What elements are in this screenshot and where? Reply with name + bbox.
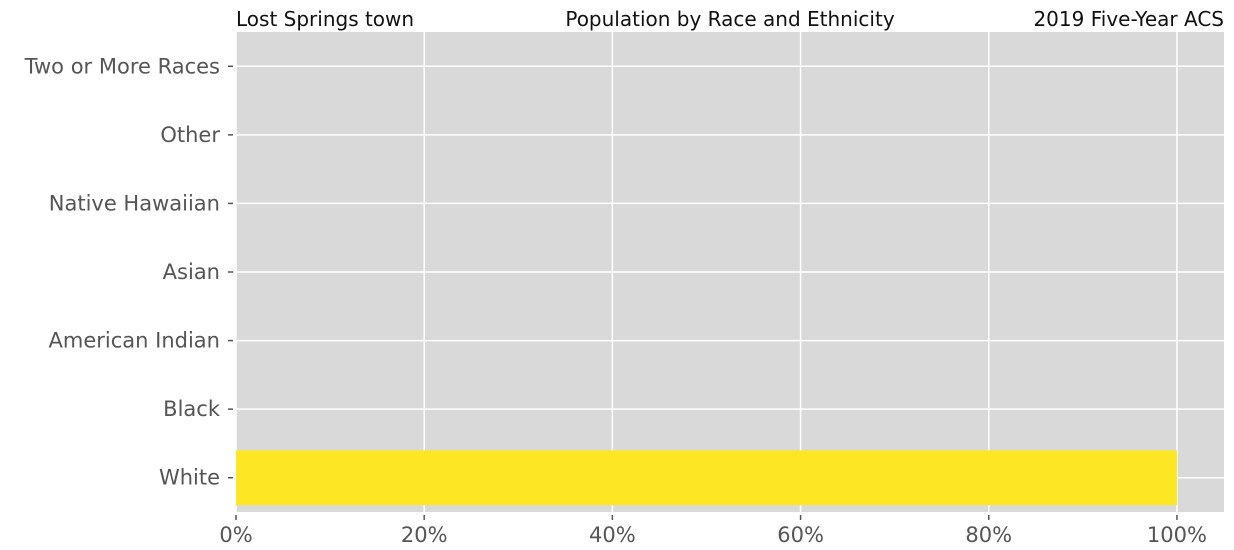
x-axis: 0% 20% 40% 60% 80% 100% xyxy=(219,515,1207,547)
y-tick-label: Native Hawaiian xyxy=(49,191,220,215)
y-tick-label: Black xyxy=(163,397,221,421)
y-tick-label: Other xyxy=(160,123,220,147)
y-tick-label: White xyxy=(159,466,220,490)
bars xyxy=(236,450,1177,506)
x-tick-label: 60% xyxy=(777,523,824,547)
y-tick-label: American Indian xyxy=(49,329,220,353)
x-tick-label: 100% xyxy=(1147,523,1207,547)
chart-title: Population by Race and Ethnicity xyxy=(565,7,895,31)
x-tick-label: 80% xyxy=(965,523,1012,547)
y-tick-label: Two or More Races xyxy=(24,54,220,78)
x-tick-label: 40% xyxy=(589,523,636,547)
x-tick-label: 20% xyxy=(401,523,448,547)
chart-source-label: 2019 Five-Year ACS xyxy=(1033,7,1224,31)
y-axis: White Black American Indian Asian Native Haw… xyxy=(24,54,233,490)
x-tick-label: 0% xyxy=(219,523,252,547)
bar-white xyxy=(236,450,1177,506)
y-tick-label: Asian xyxy=(163,260,220,284)
chart-place-label: Lost Springs town xyxy=(236,7,415,31)
